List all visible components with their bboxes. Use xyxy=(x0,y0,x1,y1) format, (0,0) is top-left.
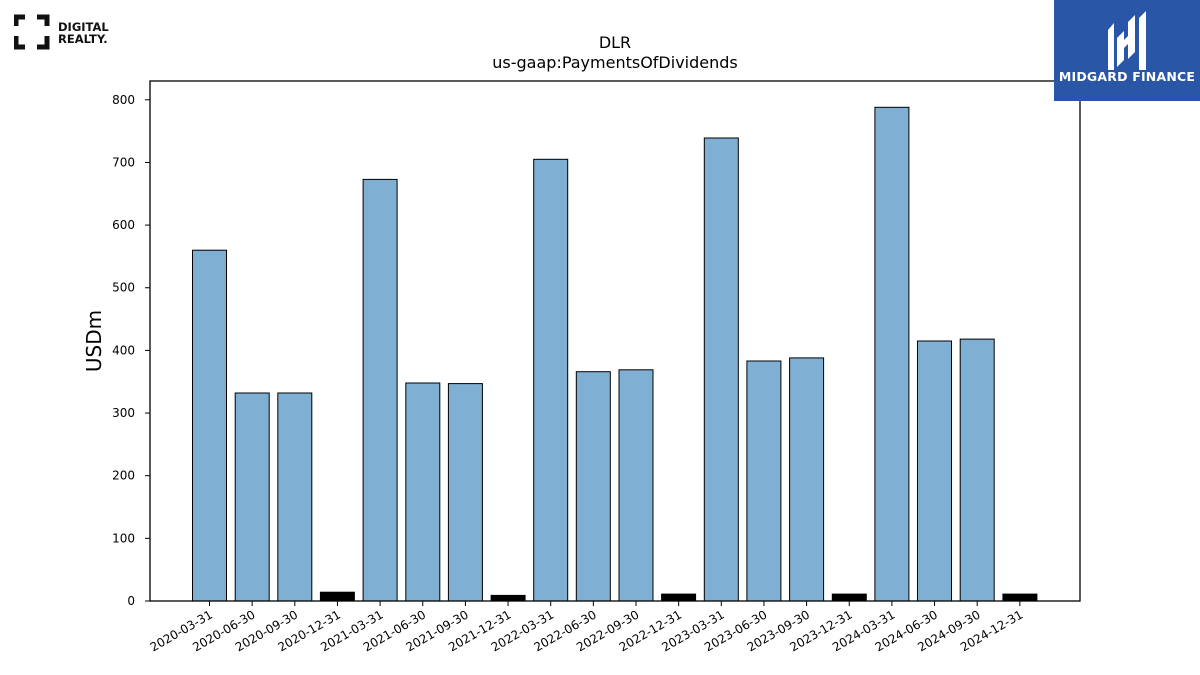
midgard-finance-text: MIDGARD FINANCE xyxy=(1058,69,1196,84)
bar-2020-12-31 xyxy=(319,591,355,602)
digital-realty-mark-icon xyxy=(14,14,50,50)
y-tick-label: 500 xyxy=(112,281,135,295)
y-tick-label: 600 xyxy=(112,218,135,232)
y-tick-label: 300 xyxy=(112,406,135,420)
bar-2021-06-30 xyxy=(405,382,441,602)
y-axis-label: USDm xyxy=(82,310,106,372)
bar-2021-03-31 xyxy=(362,178,398,602)
bar-2024-12-31 xyxy=(1002,593,1038,602)
chart-subtitle: us-gaap:PaymentsOfDividends xyxy=(492,53,737,72)
y-tick-label: 800 xyxy=(112,93,135,107)
chart-title: DLR xyxy=(599,33,631,52)
bar-2022-09-30 xyxy=(618,369,654,602)
bar-2020-06-30 xyxy=(234,392,270,602)
y-axis-ticks: 0 100 200 300 400 500 600 700 800 xyxy=(112,93,150,608)
bars-group xyxy=(192,106,1038,602)
y-tick-label: 200 xyxy=(112,469,135,483)
bar-2022-12-31 xyxy=(661,593,697,602)
bar-2023-09-30 xyxy=(789,357,825,602)
bar-2021-12-31 xyxy=(490,594,526,602)
x-axis-ticks: 2020-03-312020-06-302020-09-302020-12-31… xyxy=(148,601,1025,654)
bar-2020-03-31 xyxy=(192,249,227,602)
bar-2024-09-30 xyxy=(959,338,995,602)
bar-2022-03-31 xyxy=(533,158,569,602)
y-tick-label: 0 xyxy=(127,594,135,608)
y-tick-label: 400 xyxy=(112,343,135,357)
digital-realty-logo: DIGITAL REALTY. xyxy=(14,14,124,54)
bar-2021-09-30 xyxy=(447,383,483,602)
bar-2022-06-30 xyxy=(575,371,611,602)
bar-2024-06-30 xyxy=(917,340,952,602)
midgard-finance-logo: MIDGARD FINANCE xyxy=(1054,0,1200,101)
bar-2023-12-31 xyxy=(831,593,867,602)
y-tick-label: 100 xyxy=(112,531,135,545)
bar-2023-06-30 xyxy=(746,360,782,602)
bar-2023-03-31 xyxy=(703,137,739,602)
digital-realty-line2: REALTY. xyxy=(58,32,108,46)
digital-realty-line1: DIGITAL xyxy=(58,20,109,34)
bar-2020-09-30 xyxy=(277,392,313,602)
bar-2024-03-31 xyxy=(874,106,910,602)
plot-frame xyxy=(149,80,1081,602)
midgard-finance-mark-icon xyxy=(1108,11,1146,70)
y-tick-label: 700 xyxy=(112,155,135,169)
